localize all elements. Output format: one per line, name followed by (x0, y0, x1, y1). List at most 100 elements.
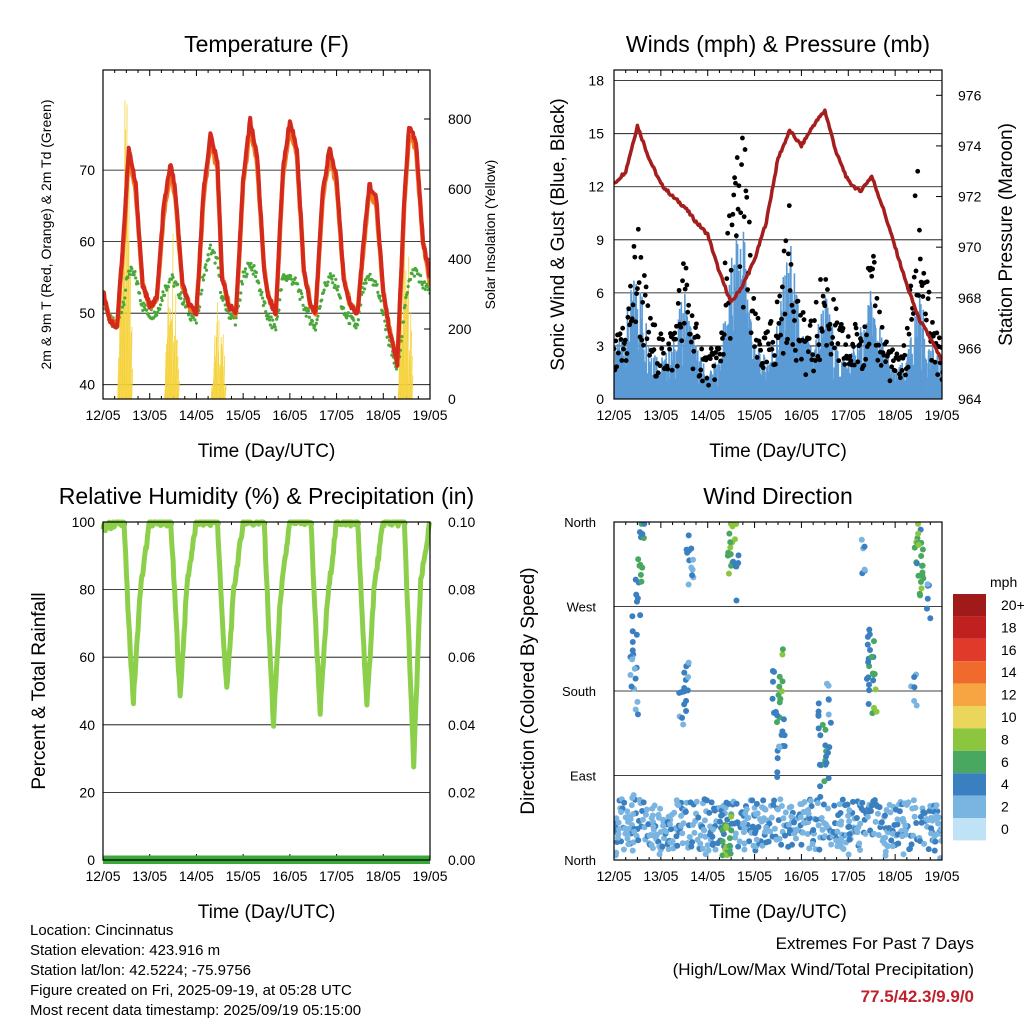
plot-border (613, 69, 943, 400)
gust-point (820, 293, 826, 299)
dewpoint-point (343, 311, 347, 315)
x-tick-label: 18/05 (366, 868, 401, 884)
dewpoint-point (268, 323, 272, 327)
gust-point (858, 338, 864, 344)
direction-point (820, 801, 827, 808)
direction-point (701, 827, 708, 834)
direction-point (679, 840, 686, 847)
colorbar-label: 2 (1001, 799, 1009, 815)
y-tick-label: 80 (79, 582, 95, 598)
gust-point (687, 331, 693, 337)
gust-point (732, 175, 738, 181)
solar-insolation-trace (173, 335, 175, 399)
gust-point (854, 331, 860, 337)
dewpoint-point (264, 310, 268, 314)
direction-point (629, 639, 636, 646)
gust-point (843, 342, 849, 348)
gust-point (899, 368, 905, 373)
y2-tick-label: 0.06 (448, 649, 475, 665)
direction-point (849, 798, 856, 805)
dewpoint-point (335, 288, 339, 292)
direction-plot-area (614, 522, 942, 860)
direction-point (693, 798, 700, 805)
direction-point (882, 848, 889, 855)
direction-point (915, 522, 922, 527)
dewpoint-point (203, 265, 207, 270)
gust-point (772, 361, 778, 367)
gust-point (635, 226, 641, 232)
dewpoint-point (310, 319, 315, 323)
direction-point (896, 808, 903, 815)
gust-point (754, 355, 760, 360)
solar-insolation-trace (410, 356, 413, 399)
gust-point (615, 350, 621, 356)
dewpoint-point (248, 265, 252, 269)
dewpoint-point (278, 298, 282, 302)
gust-point (636, 280, 642, 285)
direction-point (625, 841, 632, 848)
direction-point (815, 712, 822, 719)
y2-axis-label: Solar Insolation (Yellow) (482, 160, 498, 310)
dewpoint-point (384, 328, 388, 332)
y-tick-label: 40 (79, 717, 95, 733)
direction-point (727, 539, 734, 546)
gust-point (651, 347, 657, 353)
dewpoint-point (199, 292, 203, 296)
direction-point (637, 612, 644, 619)
gust-point (736, 183, 742, 189)
solar-insolation-trace (129, 273, 131, 399)
gust-point (665, 366, 671, 372)
y2-tick-label: 970 (958, 239, 982, 255)
dewpoint-point (298, 297, 302, 301)
gust-point (684, 282, 690, 288)
direction-point (615, 819, 622, 826)
direction-point (839, 796, 846, 803)
winds-plot-area (614, 108, 942, 399)
gust-point (785, 336, 790, 342)
colorbar-swatch (953, 661, 986, 684)
dewpoint-point (213, 261, 217, 265)
y2-tick-label: 0.02 (448, 784, 475, 800)
dewpoint-point (336, 284, 340, 289)
direction-point (719, 838, 726, 845)
direction-point (912, 804, 919, 811)
direction-point (872, 686, 879, 693)
direction-point (782, 809, 789, 816)
direction-point (792, 835, 799, 842)
dewpoint-point (412, 274, 417, 278)
direction-point (616, 826, 623, 833)
solar-insolation-trace (403, 237, 405, 399)
direction-point (660, 822, 667, 829)
direction-point (825, 696, 832, 703)
dewpoint-point (274, 328, 278, 332)
gust-point (633, 319, 639, 325)
direction-point (741, 846, 748, 853)
dewpoint-point (133, 270, 137, 274)
direction-point (861, 543, 868, 550)
gust-point (708, 346, 714, 352)
gust-point (629, 316, 635, 322)
direction-point (759, 817, 766, 824)
dewpoint-point (334, 277, 338, 282)
solar-insolation-trace (168, 308, 171, 399)
gust-point (777, 293, 783, 299)
gust-point (818, 277, 823, 282)
dewpoint-point (289, 277, 294, 281)
gust-point (923, 317, 929, 323)
direction-point (776, 744, 783, 751)
direction-point (774, 719, 781, 726)
x-tick-label: 18/05 (366, 407, 401, 423)
dewpoint-point (155, 310, 160, 314)
dewpoint-point (161, 290, 165, 294)
dewpoint-point (218, 290, 223, 295)
gust-point (834, 320, 840, 326)
dewpoint-point (304, 314, 308, 318)
humidity-plot-area (100, 519, 433, 864)
direction-point (679, 714, 686, 721)
dewpoint-point (273, 325, 277, 329)
direction-point (817, 732, 824, 739)
chart-title: Temperature (F) (184, 31, 349, 57)
gust-point (674, 363, 680, 369)
direction-point (641, 522, 648, 527)
gust-point (871, 253, 876, 259)
